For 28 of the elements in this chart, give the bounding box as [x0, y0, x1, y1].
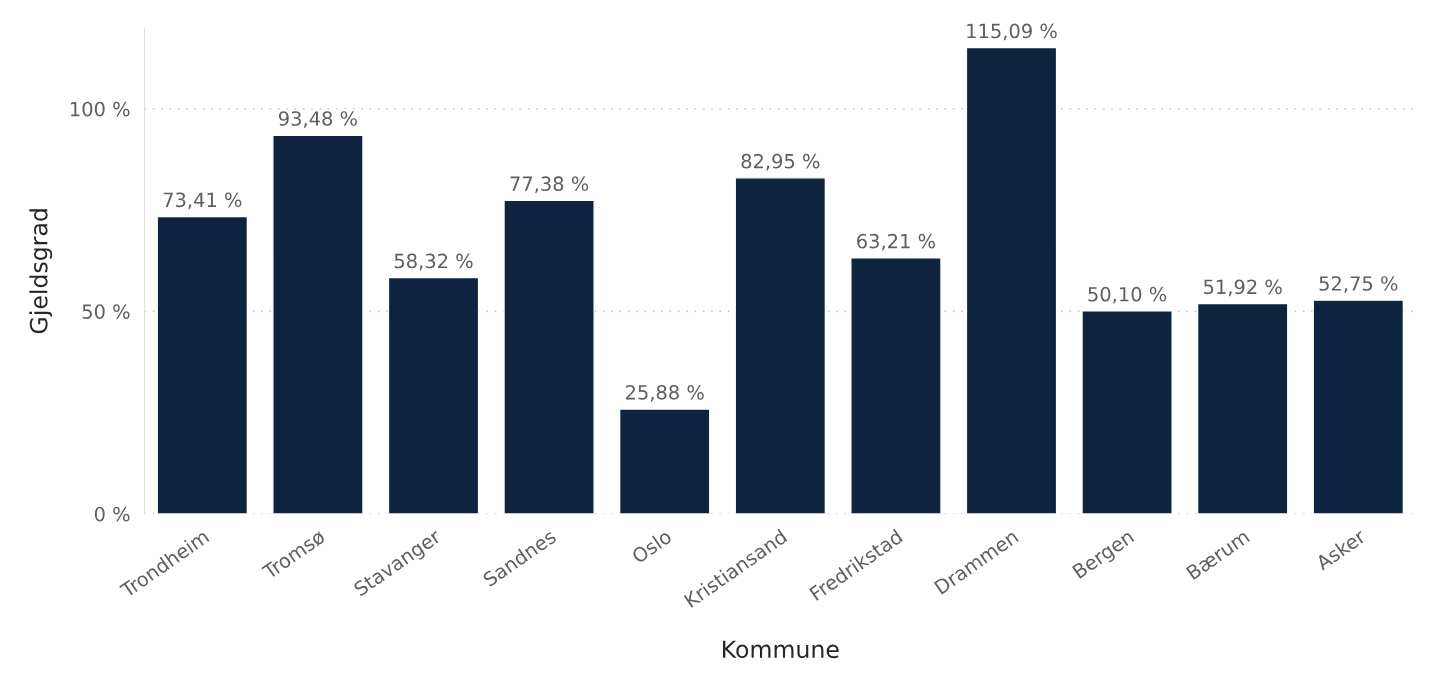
x-tick-label: Oslo [630, 528, 673, 564]
data-label: 115,09 % [967, 23, 1057, 41]
bar [272, 134, 364, 514]
data-label: 50,10 % [1088, 286, 1167, 304]
bar [156, 215, 249, 514]
bar [387, 276, 480, 514]
bar [1081, 310, 1173, 514]
bar [618, 408, 711, 514]
data-label: 82,95 % [741, 153, 820, 171]
data-label: 93,48 % [278, 111, 357, 128]
data-label: 63,21 % [857, 233, 935, 251]
bar [1312, 299, 1405, 514]
data-label: 77,38 % [510, 176, 589, 194]
y-axis-title: Gjeldsgrad [29, 209, 53, 334]
y-tick-label: 50 % [82, 304, 130, 319]
data-label: 51,92 % [1204, 279, 1282, 297]
x-axis-title: Kommune [723, 640, 839, 659]
data-label: 73,41 % [163, 192, 242, 210]
y-tick-label: 0 % [94, 506, 130, 522]
bar [1196, 302, 1289, 514]
bar [734, 177, 827, 514]
y-tick-label: 100 % [70, 101, 130, 117]
bar [965, 46, 1058, 514]
data-label: 58,32 % [394, 253, 473, 271]
data-label: 52,75 % [1319, 276, 1398, 293]
bar [503, 199, 595, 514]
bar [850, 257, 942, 514]
data-label: 25,88 % [625, 384, 704, 402]
